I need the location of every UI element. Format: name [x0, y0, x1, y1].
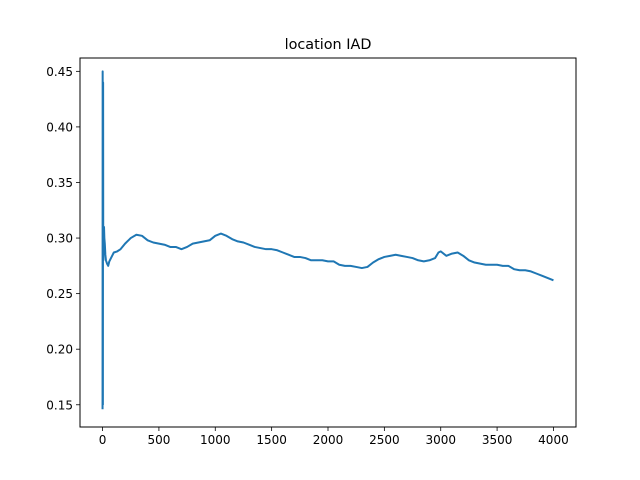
- x-tick-label: 1000: [200, 433, 231, 447]
- y-tick-label: 0.35: [46, 176, 73, 190]
- x-tick-label: 3500: [482, 433, 513, 447]
- y-tick-label: 0.20: [46, 343, 73, 357]
- y-tick-label: 0.30: [46, 232, 73, 246]
- plot-area: [101, 70, 554, 410]
- axes: 0 500 1000 1500 2000 2500 3000 3500 4000 0.15 0.20…: [46, 57, 577, 447]
- x-tick-label: 500: [147, 433, 170, 447]
- y-tick-label: 0.45: [46, 65, 73, 79]
- x-tick-label: 2000: [313, 433, 344, 447]
- y-tick-label: 0.40: [46, 120, 73, 134]
- x-tick-label: 1500: [256, 433, 287, 447]
- x-tick-label: 0: [99, 433, 107, 447]
- x-tick-label: 3000: [425, 433, 456, 447]
- y-tick-label: 0.25: [46, 287, 73, 301]
- y-tick-label: 0.15: [46, 398, 73, 412]
- series-line-0: [101, 70, 554, 410]
- x-tick-label: 2500: [369, 433, 400, 447]
- chart-title: location IAD: [285, 37, 372, 53]
- x-tick-label: 4000: [538, 433, 569, 447]
